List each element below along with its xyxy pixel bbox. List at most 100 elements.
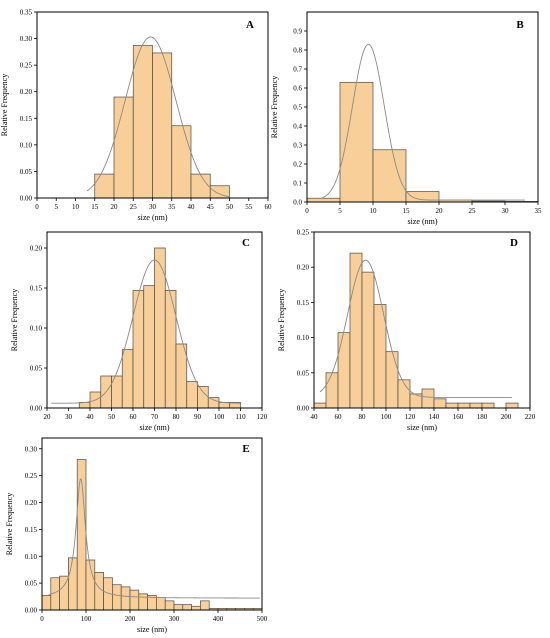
y-tick-label: 0.7 bbox=[293, 66, 302, 74]
chart-panel-c: 20 30 40 50 60 70 80 90 100 110 120 0.00 0.05 0.10 0.1… bbox=[10, 231, 268, 432]
x-tick-label: 15 bbox=[91, 203, 99, 211]
histogram-bar bbox=[445, 402, 459, 409]
histogram-bar bbox=[175, 343, 188, 409]
x-tick-label: 10 bbox=[72, 203, 80, 211]
histogram-bar bbox=[186, 381, 198, 409]
x-tick-label: 120 bbox=[257, 413, 268, 421]
y-tick-label: 0.00 bbox=[20, 195, 33, 203]
x-tick-label: 35 bbox=[168, 203, 176, 211]
y-axis-label: Relative Frequency bbox=[270, 76, 279, 138]
panel-label: C bbox=[242, 237, 250, 249]
y-tick-label: 0.20 bbox=[297, 264, 310, 272]
x-tick-label: 80 bbox=[173, 413, 181, 421]
histogram-bar bbox=[349, 252, 363, 409]
fit-curve bbox=[48, 478, 260, 599]
histogram-bar bbox=[207, 397, 220, 409]
histogram-bar bbox=[385, 351, 399, 409]
x-tick-label: 110 bbox=[235, 413, 246, 421]
chart-panel-e: 0 100 200 300 400 500 0.00 0.05 0.10 0.15 0.20 0.25… bbox=[5, 437, 268, 634]
panel-label: E bbox=[242, 443, 249, 455]
panel-label: B bbox=[516, 19, 524, 31]
x-tick-label: 60 bbox=[335, 413, 343, 421]
x-tick-label: 0 bbox=[35, 203, 39, 211]
x-tick-label: 25 bbox=[469, 207, 477, 215]
histogram-bar bbox=[182, 604, 192, 611]
x-tick-label: 300 bbox=[169, 615, 180, 623]
y-tick-label: 0.15 bbox=[297, 299, 310, 307]
x-tick-label: 0 bbox=[40, 615, 44, 623]
x-axis-label: size (nm) bbox=[140, 423, 170, 432]
y-tick-label: 0.6 bbox=[293, 85, 302, 93]
chart-panel-d: 40 60 80 100 120 140 160 180 200 220 0.00 0.05 0.10 0… bbox=[277, 229, 536, 433]
y-tick-label: 0.25 bbox=[297, 229, 310, 237]
y-tick-label: 0.10 bbox=[20, 141, 33, 149]
y-tick-label: 0.30 bbox=[20, 35, 33, 43]
x-tick-label: 140 bbox=[429, 413, 440, 421]
histogram-bar bbox=[481, 402, 495, 409]
y-tick-label: 0.25 bbox=[25, 472, 38, 480]
x-tick-label: 20 bbox=[111, 203, 119, 211]
histogram-bar bbox=[94, 173, 115, 199]
x-tick-label: 30 bbox=[65, 413, 73, 421]
histogram-bar bbox=[112, 584, 122, 611]
x-tick-label: 35 bbox=[535, 207, 543, 215]
histogram-bar bbox=[191, 605, 201, 611]
histogram-bar bbox=[339, 81, 374, 203]
y-tick-label: 0.05 bbox=[25, 580, 38, 588]
histogram-bar bbox=[457, 402, 471, 409]
x-tick-label: 60 bbox=[265, 203, 273, 211]
histogram-bar bbox=[372, 149, 407, 203]
x-tick-label: 20 bbox=[436, 207, 444, 215]
x-tick-label: 160 bbox=[453, 413, 464, 421]
histogram-bar bbox=[421, 388, 435, 409]
y-tick-label: 0.5 bbox=[293, 104, 302, 112]
x-tick-label: 200 bbox=[501, 413, 512, 421]
x-tick-label: 20 bbox=[44, 413, 52, 421]
histogram-bar bbox=[361, 271, 375, 409]
y-tick-label: 0.00 bbox=[25, 607, 38, 615]
x-tick-label: 30 bbox=[502, 207, 510, 215]
plot-frame bbox=[313, 231, 531, 409]
x-tick-label: 60 bbox=[130, 413, 138, 421]
x-tick-label: 5 bbox=[338, 207, 342, 215]
y-tick-label: 0.15 bbox=[20, 115, 33, 123]
x-tick-label: 100 bbox=[81, 615, 92, 623]
histogram-bar bbox=[325, 372, 339, 409]
y-tick-label: 0.1 bbox=[293, 180, 302, 188]
x-axis-label: size (nm) bbox=[408, 217, 438, 226]
fit-curve bbox=[320, 43, 525, 201]
y-axis-label: Relative Frequency bbox=[10, 289, 19, 351]
y-tick-label: 0.00 bbox=[297, 405, 310, 413]
chart-panel-b: 0 5 10 15 20 25 30 35 0.0 0.1 0.2 0.3 0.4 0.5 0.6 0.7 0.… bbox=[270, 11, 543, 226]
x-tick-label: 50 bbox=[108, 413, 116, 421]
y-tick-label: 0.20 bbox=[30, 245, 43, 253]
histogram-bar bbox=[337, 332, 351, 409]
x-tick-label: 40 bbox=[188, 203, 196, 211]
x-tick-label: 25 bbox=[130, 203, 138, 211]
histogram-bar bbox=[68, 557, 78, 611]
histogram-bar bbox=[173, 604, 184, 611]
plot-frame bbox=[41, 437, 263, 611]
histogram-bar bbox=[197, 386, 209, 409]
fit-curve bbox=[86, 36, 230, 198]
y-tick-label: 0.05 bbox=[20, 168, 33, 176]
x-tick-label: 10 bbox=[370, 207, 378, 215]
histogram-bar bbox=[94, 572, 104, 611]
x-tick-label: 120 bbox=[405, 413, 416, 421]
y-tick-label: 0.05 bbox=[297, 369, 310, 377]
y-tick-label: 0.10 bbox=[30, 325, 43, 333]
x-tick-label: 70 bbox=[151, 413, 159, 421]
histogram-bar bbox=[132, 45, 153, 199]
x-tick-label: 50 bbox=[226, 203, 234, 211]
histogram-bar bbox=[164, 600, 175, 611]
histogram-bar bbox=[373, 304, 387, 409]
x-tick-label: 15 bbox=[403, 207, 411, 215]
y-axis-label: Relative Frequency bbox=[0, 74, 9, 136]
y-tick-label: 0.3 bbox=[293, 142, 302, 150]
y-tick-label: 0.0 bbox=[293, 199, 302, 207]
x-tick-label: 80 bbox=[359, 413, 367, 421]
y-axis-label: Relative Frequency bbox=[5, 493, 14, 555]
x-tick-label: 100 bbox=[381, 413, 392, 421]
x-tick-label: 30 bbox=[149, 203, 157, 211]
histogram-bar bbox=[113, 96, 134, 199]
